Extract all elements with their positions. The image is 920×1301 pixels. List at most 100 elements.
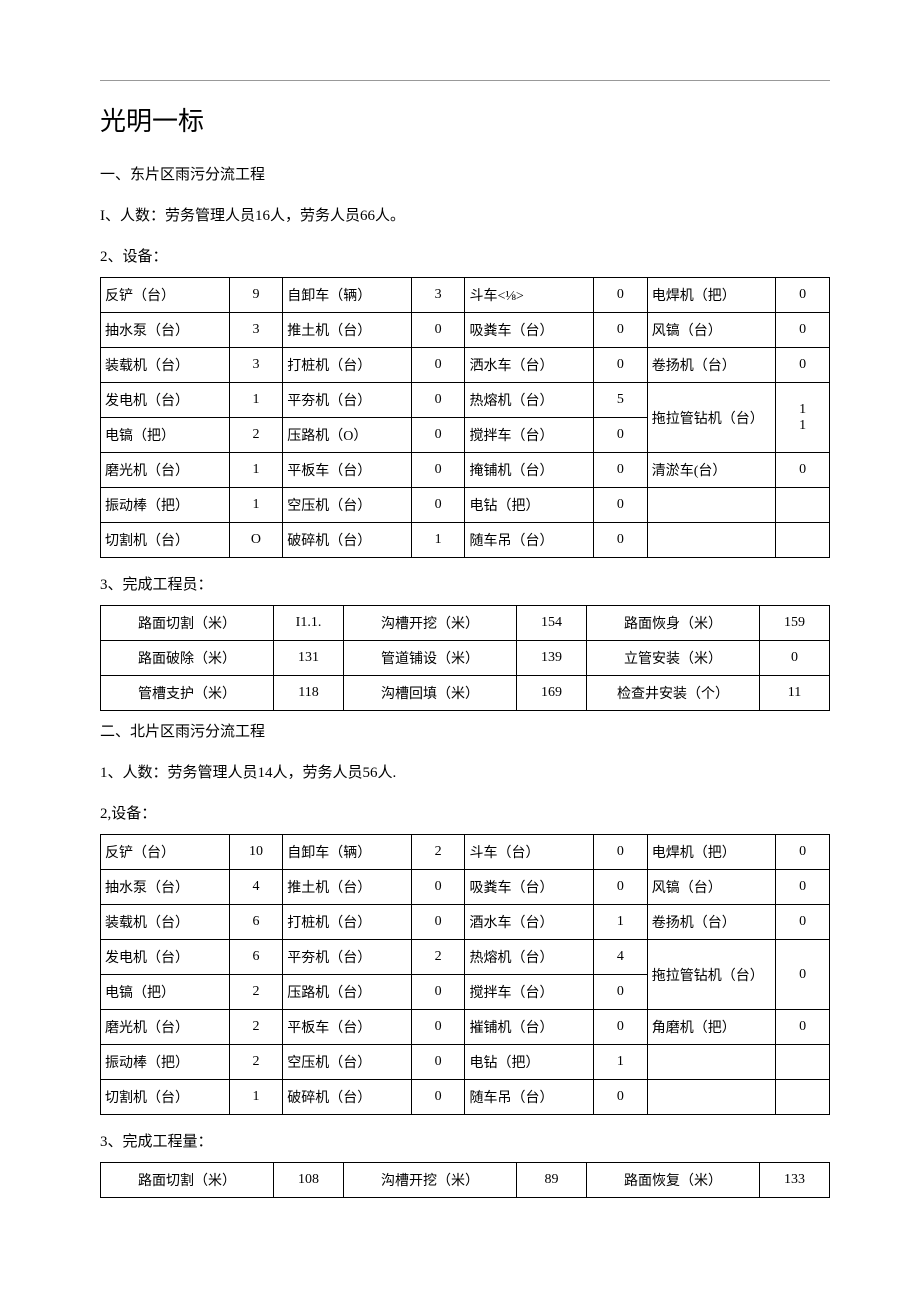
table-cell: 1 bbox=[594, 905, 648, 940]
table-cell: 0 bbox=[776, 835, 830, 870]
table-cell: 0 bbox=[411, 870, 465, 905]
table-cell: 管槽支护（米） bbox=[101, 676, 274, 711]
merged-value-cell: 0 bbox=[776, 940, 830, 1010]
table-cell: 4 bbox=[229, 870, 283, 905]
table-cell: 反铲（台） bbox=[101, 278, 230, 313]
section2-progress-table: 路面切割（米）108沟槽开挖（米）89路面恢复（米）133 bbox=[100, 1162, 830, 1198]
table-cell: O bbox=[229, 523, 283, 558]
section2-personnel: 1、人数：劳务管理人员14人，劳务人员56人. bbox=[100, 760, 830, 787]
table-cell: 3 bbox=[229, 348, 283, 383]
table-row: 切割机（台）O破碎机（台）1随车吊（台）0 bbox=[101, 523, 830, 558]
table-cell: 平夯机（台） bbox=[283, 940, 412, 975]
table-row: 发电机（台）6平夯机（台）2热熔机（台）4拖拉管钻机（台）0 bbox=[101, 940, 830, 975]
table-cell: 风镐（台） bbox=[647, 870, 776, 905]
table-cell: 吸粪车（台） bbox=[465, 313, 594, 348]
table-cell: 风镐（台） bbox=[647, 313, 776, 348]
table-cell: 1 bbox=[411, 523, 465, 558]
table-row: 磨光机（台）1平板车（台）0掩铺机（台）0清淤车(台）0 bbox=[101, 453, 830, 488]
table-cell: 5 bbox=[594, 383, 648, 418]
table-cell: 推土机（台） bbox=[283, 870, 412, 905]
table-cell: 10 bbox=[229, 835, 283, 870]
table-cell: 平板车（台） bbox=[283, 1010, 412, 1045]
table-cell: 1 bbox=[229, 453, 283, 488]
table-row: 抽水泵（台）4推土机（台）0吸粪车（台）0风镐（台）0 bbox=[101, 870, 830, 905]
table-cell: 1 bbox=[229, 488, 283, 523]
table-row: 管槽支护（米）118沟槽回填（米）169检查井安装（个）11 bbox=[101, 676, 830, 711]
table-cell: 清淤车(台） bbox=[647, 453, 776, 488]
section2-header: 二、北片区雨污分流工程 bbox=[100, 719, 830, 746]
section1-progress-header: 3、完成工程员： bbox=[100, 572, 830, 599]
table-cell: 0 bbox=[411, 1010, 465, 1045]
table-cell: 摧铺机（台） bbox=[465, 1010, 594, 1045]
table-cell: 随车吊（台） bbox=[465, 1080, 594, 1115]
table-cell: 发电机（台） bbox=[101, 383, 230, 418]
table-cell: 抽水泵（台） bbox=[101, 870, 230, 905]
table-row: 装载机（台）6打桩机（台）0酒水车（台）1卷扬机（台）0 bbox=[101, 905, 830, 940]
table-cell: 装载机（台） bbox=[101, 348, 230, 383]
table-cell: 破碎机（台） bbox=[283, 523, 412, 558]
table-cell: 3 bbox=[411, 278, 465, 313]
table-cell: 切割机（台） bbox=[101, 1080, 230, 1115]
table-cell: 2 bbox=[229, 1010, 283, 1045]
table-cell bbox=[647, 1045, 776, 1080]
table-cell: 0 bbox=[594, 1010, 648, 1045]
table-cell: 6 bbox=[229, 940, 283, 975]
table-cell: 空压机（台） bbox=[283, 1045, 412, 1080]
table-cell: 89 bbox=[517, 1163, 587, 1198]
table-cell: 角磨机（把） bbox=[647, 1010, 776, 1045]
table-cell: 路面破除（米） bbox=[101, 641, 274, 676]
table-row: 磨光机（台）2平板车（台）0摧铺机（台）0角磨机（把）0 bbox=[101, 1010, 830, 1045]
table-cell: 空压机（台） bbox=[283, 488, 412, 523]
table-cell: 推土机（台） bbox=[283, 313, 412, 348]
table-cell: 169 bbox=[517, 676, 587, 711]
table-cell: 0 bbox=[411, 1080, 465, 1115]
table-cell: 斗车（台） bbox=[465, 835, 594, 870]
table-cell: 0 bbox=[594, 835, 648, 870]
table-row: 路面破除（米）131管道铺设（米）139立管安装（米）0 bbox=[101, 641, 830, 676]
table-cell: 打桩机（台） bbox=[283, 905, 412, 940]
table-cell: 沟槽回填（米） bbox=[344, 676, 517, 711]
table-cell: 卷扬机（台） bbox=[647, 905, 776, 940]
table-cell: 振动棒（把） bbox=[101, 488, 230, 523]
merged-value-cell: 1 1 bbox=[776, 383, 830, 453]
table-cell: 随车吊（台） bbox=[465, 523, 594, 558]
table-cell: 检查井安装（个） bbox=[587, 676, 760, 711]
table-cell: 2 bbox=[411, 940, 465, 975]
table-cell: 2 bbox=[229, 975, 283, 1010]
table-cell: 0 bbox=[411, 348, 465, 383]
table-cell: 0 bbox=[411, 975, 465, 1010]
table-cell: 0 bbox=[594, 870, 648, 905]
section1-equipment-table: 反铲（台）9自卸车（辆）3斗车<⅛>0电焊机（把）0抽水泵（台）3推土机（台）0… bbox=[100, 277, 830, 558]
table-cell: 0 bbox=[594, 523, 648, 558]
table-cell: 发电机（台） bbox=[101, 940, 230, 975]
table-cell: 9 bbox=[229, 278, 283, 313]
table-cell: 平板车（台） bbox=[283, 453, 412, 488]
table-cell: 路面恢身（米） bbox=[587, 606, 760, 641]
table-cell bbox=[776, 523, 830, 558]
table-cell: 破碎机（台） bbox=[283, 1080, 412, 1115]
table-cell: 0 bbox=[594, 488, 648, 523]
table-cell: 热熔机（台） bbox=[465, 383, 594, 418]
table-cell: 电钻（把） bbox=[465, 1045, 594, 1080]
table-cell: 154 bbox=[517, 606, 587, 641]
table-cell: 108 bbox=[274, 1163, 344, 1198]
table-cell: 139 bbox=[517, 641, 587, 676]
table-cell: 0 bbox=[594, 348, 648, 383]
section2-equip-header: 2,设备： bbox=[100, 801, 830, 828]
table-cell: 电镐（把） bbox=[101, 418, 230, 453]
table-cell: 11 bbox=[760, 676, 830, 711]
table-cell: 2 bbox=[229, 1045, 283, 1080]
table-cell: 0 bbox=[594, 313, 648, 348]
table-row: 反铲（台）10自卸车（辆）2斗车（台）0电焊机（把）0 bbox=[101, 835, 830, 870]
section1-personnel: I、人数：劳务管理人员16人，劳务人员66人。 bbox=[100, 203, 830, 230]
table-cell: 路面切割（米） bbox=[101, 606, 274, 641]
table-cell: 0 bbox=[776, 278, 830, 313]
table-cell: 电镐（把） bbox=[101, 975, 230, 1010]
table-row: 抽水泵（台）3推土机（台）0吸粪车（台）0风镐（台）0 bbox=[101, 313, 830, 348]
table-cell: 2 bbox=[229, 418, 283, 453]
table-cell: 振动棒（把） bbox=[101, 1045, 230, 1080]
table-cell: 1 bbox=[229, 383, 283, 418]
merged-label-cell: 拖拉管钻机（台） bbox=[647, 940, 776, 1010]
table-cell: 0 bbox=[411, 383, 465, 418]
table-cell: 掩铺机（台） bbox=[465, 453, 594, 488]
